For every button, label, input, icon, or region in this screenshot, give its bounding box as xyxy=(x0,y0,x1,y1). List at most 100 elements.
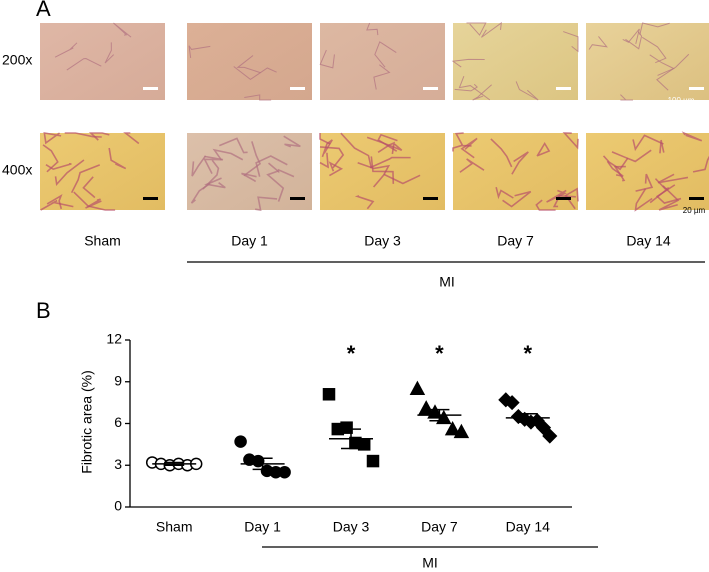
tissue-fiber xyxy=(620,94,634,101)
scale-bar xyxy=(143,87,158,90)
tissue-fiber xyxy=(319,146,345,169)
data-point xyxy=(542,428,558,444)
tissue-fiber xyxy=(490,138,513,168)
tissue-fiber xyxy=(458,75,491,101)
column-label: Sham xyxy=(84,233,121,249)
tissue-fiber xyxy=(546,189,567,203)
tissue-fiber xyxy=(202,159,220,190)
tissue-fiber xyxy=(45,162,72,171)
tissue-fiber xyxy=(511,151,529,175)
tissue-fiber xyxy=(219,137,248,154)
tissue-fiber xyxy=(536,141,551,157)
scale-bar xyxy=(689,197,704,200)
tissue-fiber xyxy=(606,160,624,177)
tissue-fiber xyxy=(70,164,101,194)
tissue-fiber xyxy=(236,55,261,74)
y-tick-label: 6 xyxy=(114,414,122,430)
tissue-fiber xyxy=(481,21,502,38)
tissue-fiber xyxy=(66,57,102,71)
tissue-fiber xyxy=(64,132,102,138)
column-label: Day 1 xyxy=(231,233,268,249)
tissue-fiber xyxy=(374,41,397,68)
significance-mark: * xyxy=(347,341,356,366)
tissue-fiber xyxy=(692,155,709,173)
tissue-fiber xyxy=(340,132,373,169)
tissue-fiber xyxy=(639,22,670,36)
tissue-fiber xyxy=(552,195,576,208)
tissue-fiber xyxy=(54,159,85,187)
tissue-fiber xyxy=(635,173,654,192)
tissue-fiber xyxy=(562,132,579,150)
tissue-fiber xyxy=(319,49,335,69)
data-point xyxy=(444,420,461,436)
tissue-fiber xyxy=(460,137,478,159)
tissue-fiber xyxy=(634,188,653,212)
tissue-fiber xyxy=(46,193,63,210)
tissue-fiber xyxy=(472,84,492,101)
tissue-fiber xyxy=(564,187,579,210)
tissue-fiber xyxy=(466,22,487,36)
scale-bar-label: 20 µm xyxy=(683,206,706,215)
tissue-fiber xyxy=(42,144,59,173)
data-point xyxy=(278,465,291,479)
tissue-fiber xyxy=(366,22,379,36)
tissue-fiber xyxy=(255,155,288,177)
tissue-fiber xyxy=(459,158,485,173)
tissue-fiber xyxy=(502,190,532,208)
column-label: Day 14 xyxy=(626,233,671,249)
tissue-fiber xyxy=(354,195,375,210)
tissue-fiber xyxy=(108,147,127,170)
y-tick-label: 9 xyxy=(114,372,122,388)
tissue-fiber xyxy=(659,139,665,154)
tissue-fiber xyxy=(681,131,703,142)
tissue-fiber xyxy=(611,149,652,163)
tissue-fiber xyxy=(372,173,421,188)
tissue-fiber xyxy=(535,199,556,211)
panel-label: B xyxy=(36,298,51,323)
significance-mark: * xyxy=(524,341,533,366)
dot-plot: B Fibrotic area (%) 0 3 6 9 12 Sham Day 1 Day 3… xyxy=(36,298,598,571)
tissue-fiber xyxy=(319,133,331,145)
tissue-fiber xyxy=(373,64,391,90)
tissue-fiber xyxy=(656,53,690,91)
scale-bar xyxy=(143,197,158,200)
tissue-fiber xyxy=(377,141,395,155)
y-tick-label: 12 xyxy=(106,331,122,347)
micrograph xyxy=(586,23,709,100)
tissue-fiber xyxy=(632,134,664,152)
column-label: Day 7 xyxy=(497,233,534,249)
tissue-fiber xyxy=(204,177,226,189)
x-tick-label: Day 14 xyxy=(506,519,551,535)
tissue-fiber xyxy=(588,36,608,50)
x-tick-label: Day 7 xyxy=(421,519,458,535)
tissue-fiber xyxy=(452,144,463,152)
tissue-fiber xyxy=(649,54,675,76)
x-tick-label: Sham xyxy=(156,519,193,535)
data-point xyxy=(453,423,470,439)
data-point xyxy=(418,400,434,415)
tissue-fiber xyxy=(85,198,102,209)
data-point xyxy=(504,395,520,411)
tissue-fiber xyxy=(658,185,680,211)
panel-label: A xyxy=(36,0,51,21)
tissue-fiber xyxy=(82,176,96,199)
tissue-fiber xyxy=(104,42,115,64)
scale-bar xyxy=(556,197,571,200)
tissue-fiber xyxy=(233,66,277,81)
tissue-fiber xyxy=(622,28,640,44)
data-point xyxy=(409,380,426,395)
tissue-fiber xyxy=(241,172,257,183)
tissue-fiber xyxy=(203,155,224,174)
tissue-fiber xyxy=(563,31,579,53)
data-point xyxy=(535,420,552,436)
row-label: 200x xyxy=(2,52,32,68)
scale-bar xyxy=(290,87,305,90)
scale-bar xyxy=(689,87,704,90)
y-tick-label: 3 xyxy=(114,456,122,472)
scale-bar xyxy=(423,87,438,90)
tissue-fiber xyxy=(268,162,295,178)
tissue-fiber xyxy=(113,22,132,38)
scale-bar xyxy=(556,87,571,90)
tissue-fiber xyxy=(54,42,78,58)
